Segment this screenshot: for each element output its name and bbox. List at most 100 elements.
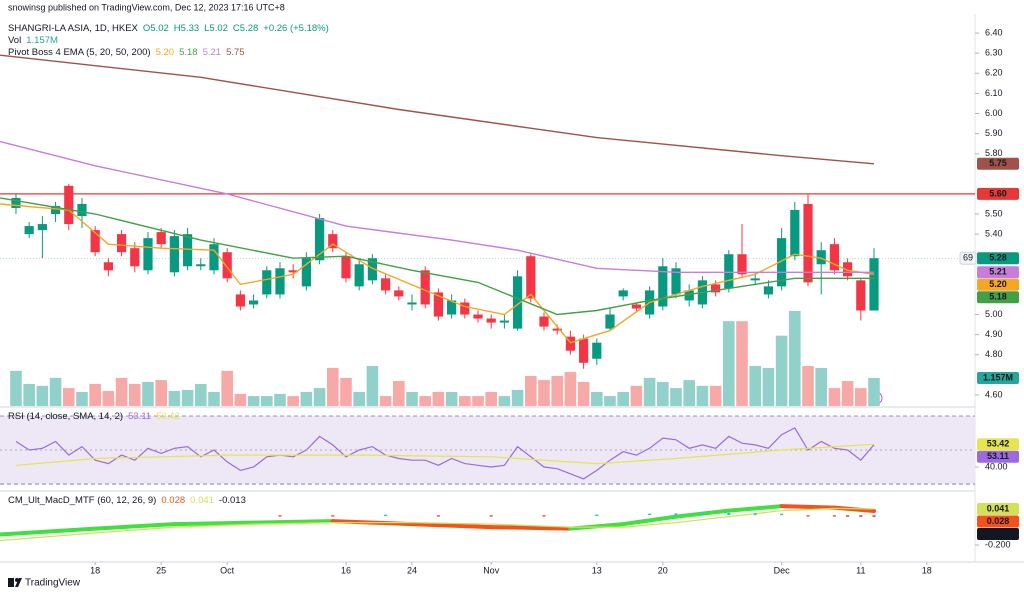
candle-body: [77, 203, 87, 217]
volume-bar: [23, 383, 35, 406]
legend-item: 5.75: [226, 47, 245, 58]
price-tag-label: 0.028: [987, 516, 1010, 526]
candle-body: [711, 284, 721, 293]
x-tick-label: 24: [407, 565, 417, 575]
volume-bar: [326, 367, 339, 406]
volume-bar: [366, 365, 379, 406]
candle-body: [446, 300, 457, 315]
volume-bar: [115, 377, 128, 406]
candle-body: [50, 205, 61, 215]
legend-item: 1.157M: [26, 35, 58, 46]
histogram-bar: [727, 512, 731, 516]
attribution: snowinsg published on TradingView.com, D…: [8, 2, 285, 12]
candle-body: [169, 236, 179, 273]
y-tick-label: 5.80: [985, 148, 1003, 158]
candle-body: [90, 230, 100, 253]
candle-body: [301, 258, 311, 287]
legend-item: H5.33: [174, 23, 199, 34]
volume-bar: [379, 396, 392, 406]
candle-body: [579, 338, 589, 363]
volume-bar: [340, 377, 352, 406]
histogram-bar: [331, 515, 335, 517]
volume-bar: [353, 391, 365, 406]
price-tag: [977, 515, 1019, 528]
candle-body: [856, 280, 866, 311]
logo-mark: [8, 578, 14, 587]
price-tag-label: -0.013: [985, 528, 1011, 538]
candle-body: [394, 290, 404, 297]
volume-bar: [749, 365, 762, 406]
macd-segment: [779, 504, 837, 510]
legend-item: +0.26 (+5.18%): [263, 23, 329, 34]
volume-bar: [551, 375, 563, 406]
candle-body: [24, 226, 34, 235]
histogram-bar: [278, 515, 282, 517]
candle-body: [275, 268, 285, 295]
legend-item: SHANGRI-LA ASIA, 1D, HKEX: [8, 23, 139, 34]
price-tag-label: 0.041: [987, 503, 1010, 513]
volume-bar: [855, 388, 867, 406]
volume-bar: [709, 385, 722, 406]
macd-segment: [489, 525, 573, 531]
legend-item: -0.013: [219, 495, 246, 506]
volume-bar: [564, 372, 577, 406]
candle-body: [354, 264, 364, 287]
volume-bar: [155, 380, 167, 406]
legend-item: 5.21: [203, 47, 222, 58]
countdown-label: 69: [963, 253, 973, 263]
candle-body: [605, 314, 615, 329]
volume-bar: [802, 365, 814, 406]
x-tick-label: Dec: [774, 565, 791, 575]
volume-bar: [657, 381, 669, 406]
volume-bar: [604, 396, 616, 406]
legend-item: 53.11: [128, 411, 151, 422]
price-tag-label: 5.75: [989, 158, 1007, 168]
volume-bar: [221, 370, 233, 406]
volume-bar: [128, 383, 141, 406]
volume-bar: [815, 367, 828, 406]
volume-bar: [392, 381, 405, 406]
volume-bar: [10, 370, 22, 406]
price-tag: [977, 503, 1019, 516]
candle-body: [526, 256, 536, 299]
volume-bar: [736, 321, 748, 406]
x-tick-label: 16: [341, 565, 351, 575]
price-tag: [977, 187, 1019, 200]
volume-bar: [670, 388, 682, 406]
candle-body: [248, 300, 259, 305]
footer-text: TradingView: [25, 578, 81, 589]
candle-body: [724, 254, 734, 289]
volume-bar: [828, 388, 841, 406]
legend-item: 53.42: [156, 411, 180, 422]
price-tag: [977, 528, 1019, 541]
price-tag: [977, 278, 1019, 291]
candle-body: [592, 342, 602, 359]
volume-bar: [432, 391, 445, 406]
volume-bar: [458, 396, 471, 406]
candle-body: [618, 290, 628, 297]
candle-body: [116, 234, 127, 253]
volume-bar: [194, 383, 207, 406]
volume-bar: [181, 389, 194, 406]
macd-segment: [172, 520, 256, 527]
candle-body: [750, 278, 760, 281]
x-tick-label: 11: [856, 565, 865, 575]
x-tick-label: 13: [592, 565, 602, 575]
volume-bar: [511, 389, 524, 406]
candle-body: [156, 232, 166, 245]
volume-bar: [723, 321, 735, 406]
rsi-band: [0, 415, 975, 485]
ema-line: [0, 140, 874, 273]
candle-body: [433, 292, 443, 317]
y-tick-label: 5.00: [985, 309, 1003, 319]
footer-logo: TradingView: [8, 578, 81, 589]
candle-body: [182, 234, 193, 267]
price-tag-label: 53.42: [987, 439, 1010, 449]
y-tick-label: 40.00: [985, 461, 1008, 471]
volume-bar: [683, 380, 696, 406]
histogram-bar: [872, 515, 876, 518]
histogram-bar: [832, 515, 836, 517]
histogram-bar: [648, 513, 652, 516]
volume-bar: [591, 391, 603, 406]
